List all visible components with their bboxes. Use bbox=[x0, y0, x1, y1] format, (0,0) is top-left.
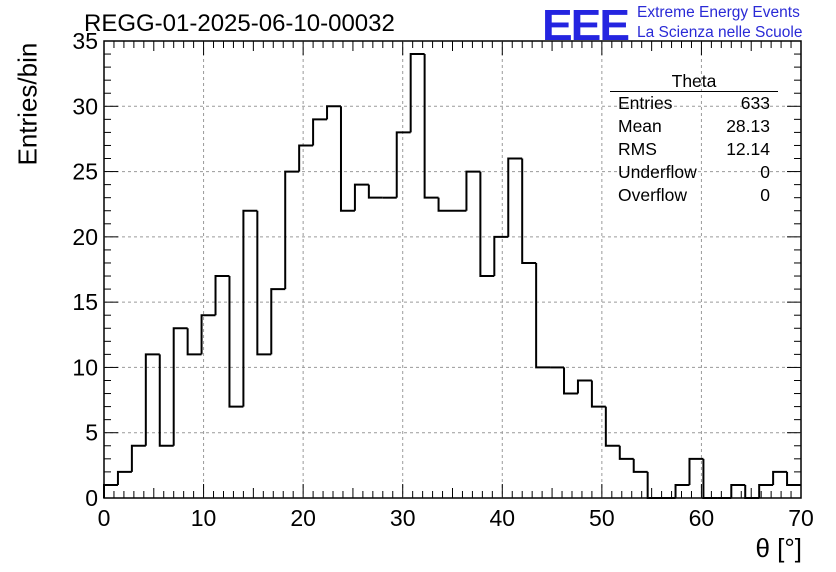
x-tick-label: 70 bbox=[788, 505, 814, 531]
x-tick-label: 60 bbox=[689, 505, 715, 531]
stat-label: Underflow bbox=[618, 162, 697, 182]
histogram-bin bbox=[744, 484, 760, 499]
histogram-bin bbox=[772, 470, 788, 485]
stats-box: Theta Entries 633 Mean 28.13 RMS 12.14 Underfl… bbox=[610, 72, 778, 207]
histogram-bin bbox=[758, 483, 774, 498]
stat-value: 0 bbox=[760, 185, 770, 205]
stat-label: Entries bbox=[618, 93, 673, 113]
histogram-bin bbox=[786, 471, 801, 486]
y-tick-label: 30 bbox=[72, 93, 98, 119]
histogram-bin bbox=[298, 144, 314, 172]
x-tick-label: 30 bbox=[390, 505, 416, 531]
y-tick-label: 15 bbox=[72, 289, 98, 315]
histogram-bin bbox=[493, 235, 509, 277]
stat-value: 28.13 bbox=[726, 116, 770, 136]
logo-line-1: Extreme Energy Events bbox=[637, 4, 800, 21]
histogram-bin bbox=[270, 288, 286, 355]
stat-row: Underflow 0 bbox=[610, 161, 778, 184]
stat-label: Overflow bbox=[618, 185, 688, 205]
histogram-bin bbox=[688, 457, 704, 485]
histogram-bin bbox=[479, 171, 495, 278]
histogram-bin bbox=[116, 470, 132, 485]
x-tick-label: 10 bbox=[191, 505, 217, 531]
x-axis-label: θ [°] bbox=[755, 533, 802, 563]
histogram-bin bbox=[604, 406, 620, 447]
y-tick-label: 0 bbox=[85, 485, 98, 511]
stat-value: 633 bbox=[740, 93, 770, 113]
axis-ticks bbox=[103, 40, 802, 499]
histogram-bin bbox=[409, 53, 425, 133]
eee-logo: EEE bbox=[542, 0, 630, 50]
x-tick-label: 0 bbox=[98, 505, 111, 531]
histogram-bin bbox=[465, 170, 481, 211]
histogram-bin bbox=[312, 118, 328, 146]
histogram-bin bbox=[200, 314, 216, 355]
stat-row: Overflow 0 bbox=[610, 184, 778, 207]
histogram-bin bbox=[674, 483, 690, 498]
histogram-bin bbox=[702, 458, 718, 499]
stat-label: Mean bbox=[618, 116, 662, 136]
histogram-bin bbox=[521, 158, 537, 264]
y-tick-label: 35 bbox=[72, 28, 98, 54]
histogram-bin bbox=[284, 170, 300, 290]
stat-value: 0 bbox=[760, 162, 770, 182]
histogram-bin bbox=[256, 210, 272, 356]
logo-line-2: La Scienza nelle Scuole bbox=[637, 24, 803, 41]
histogram-bin bbox=[186, 328, 202, 356]
y-tick-label: 10 bbox=[72, 354, 98, 380]
tick-labels: 0 10 20 30 40 50 60 70 0 5 10 15 20 25 30 35 bbox=[72, 28, 813, 531]
stat-row: Entries 633 bbox=[610, 92, 778, 115]
histogram-bin bbox=[437, 197, 453, 212]
histogram-bin bbox=[535, 262, 551, 369]
histogram-bin bbox=[172, 327, 188, 446]
x-tick-label: 40 bbox=[489, 505, 515, 531]
histogram-bin bbox=[618, 445, 634, 460]
histogram-bin bbox=[130, 444, 146, 472]
y-axis-label: Entries/bin bbox=[12, 42, 43, 166]
histogram-bin bbox=[576, 379, 592, 394]
y-tick-label: 5 bbox=[85, 420, 98, 446]
histogram-bins bbox=[103, 53, 801, 499]
y-tick-label: 20 bbox=[72, 224, 98, 250]
histogram-bin bbox=[353, 183, 369, 211]
x-tick-label: 50 bbox=[589, 505, 615, 531]
chart-title: REGG-01-2025-06-10-00032 bbox=[84, 10, 395, 37]
histogram-bin bbox=[423, 54, 439, 199]
histogram-bin bbox=[632, 458, 648, 473]
stat-row: Mean 28.13 bbox=[610, 115, 778, 138]
histogram-bin bbox=[590, 380, 606, 408]
stat-row: RMS 12.14 bbox=[610, 138, 778, 161]
histogram-bin bbox=[144, 353, 160, 446]
histogram-bin bbox=[214, 275, 230, 316]
histogram-bin bbox=[339, 106, 355, 212]
histogram-bin bbox=[367, 184, 383, 199]
histogram-bin bbox=[326, 105, 341, 120]
histogram-bin bbox=[158, 354, 174, 447]
histogram-bin bbox=[646, 471, 662, 499]
stats-title: Theta bbox=[610, 72, 778, 92]
histogram-bin bbox=[730, 483, 746, 498]
histogram-bin bbox=[242, 209, 258, 407]
histogram-bin bbox=[103, 483, 118, 498]
stat-value: 12.14 bbox=[726, 139, 770, 159]
histogram-bin bbox=[563, 367, 578, 395]
grid-lines bbox=[104, 41, 801, 498]
histogram-bin bbox=[507, 157, 523, 237]
stat-label: RMS bbox=[618, 139, 657, 159]
x-tick-label: 20 bbox=[290, 505, 316, 531]
histogram-bin bbox=[228, 276, 244, 408]
histogram-bin bbox=[395, 131, 411, 198]
y-tick-label: 25 bbox=[72, 159, 98, 185]
